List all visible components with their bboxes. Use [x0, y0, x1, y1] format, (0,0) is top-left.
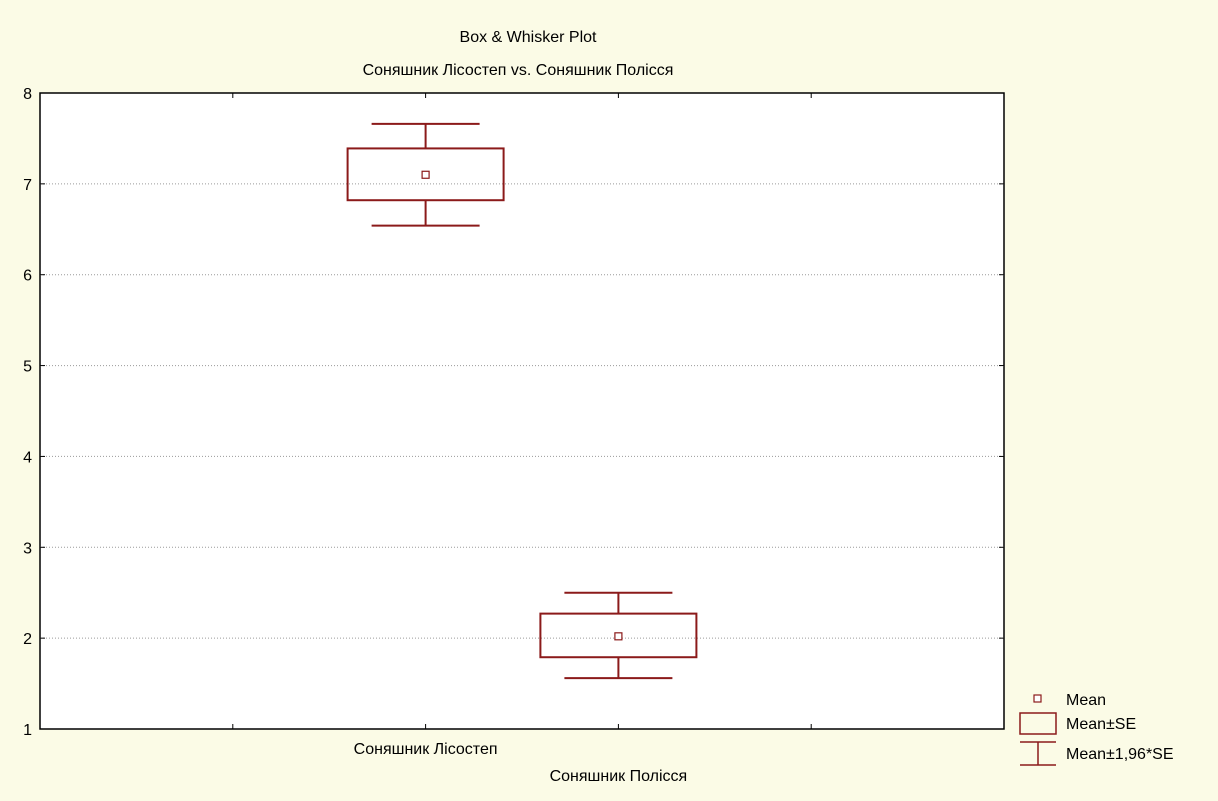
- y-tick-label: 1: [23, 722, 32, 739]
- y-tick-label: 7: [23, 177, 32, 194]
- y-tick-label: 4: [23, 449, 32, 466]
- y-tick-label: 3: [23, 540, 32, 557]
- box-group: [539, 591, 698, 680]
- mean-point: [421, 170, 430, 179]
- legend-se-symbol: [1019, 712, 1057, 735]
- legend-ci-symbol: [1020, 741, 1056, 766]
- x-category-label: Соняшник Лісостеп: [354, 741, 498, 758]
- plot-area: [39, 92, 1005, 730]
- mean-point: [614, 632, 623, 641]
- x-category-label: Соняшник Полісся: [550, 768, 688, 785]
- y-tick-label: 2: [23, 631, 32, 648]
- y-axis: 1 2 3 4 5 6 7 8: [23, 86, 1004, 739]
- chart-subtitle: Соняшник Лісостеп vs. Соняшник Полісся: [363, 62, 674, 79]
- legend: Mean Mean±SE Mean±1,96*SE: [1019, 692, 1174, 766]
- legend-ci-label: Mean±1,96*SE: [1066, 746, 1174, 763]
- chart-title: Box & Whisker Plot: [460, 29, 597, 46]
- x-axis: Соняшник Лісостеп Соняшник Полісся: [232, 93, 812, 785]
- y-tick-label: 6: [23, 268, 32, 285]
- y-tick-label: 5: [23, 359, 32, 376]
- legend-se-label: Mean±SE: [1066, 716, 1136, 733]
- y-tick-label: 8: [23, 86, 32, 103]
- box-marks: [346, 122, 698, 680]
- box-group: [346, 122, 505, 227]
- legend-mean-symbol: [1033, 694, 1042, 703]
- legend-mean-label: Mean: [1066, 692, 1106, 709]
